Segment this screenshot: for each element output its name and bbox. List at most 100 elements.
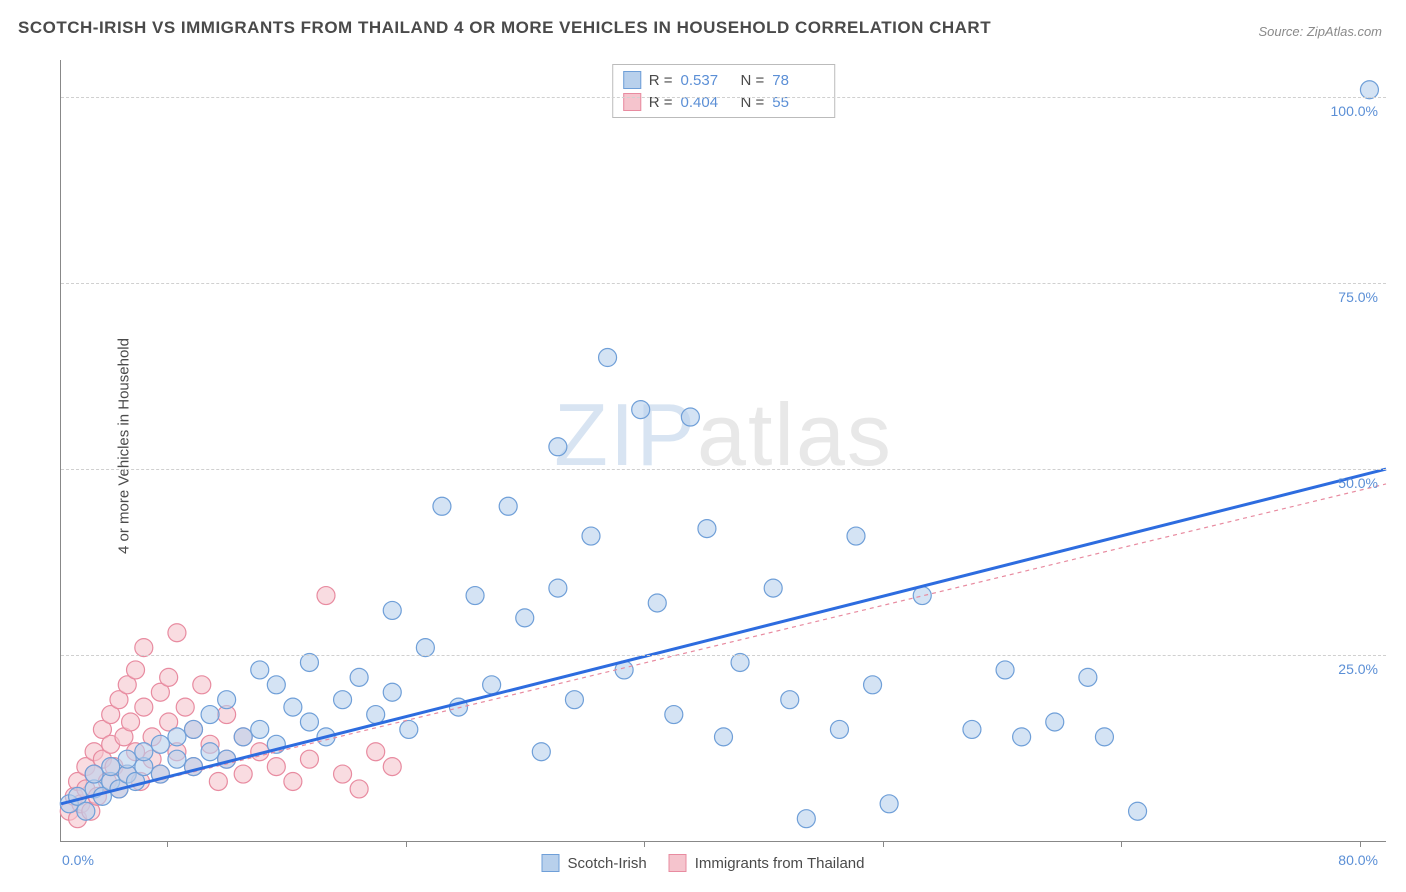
data-point [383,601,401,619]
data-point [781,691,799,709]
data-point [350,780,368,798]
data-point [251,661,269,679]
data-point [168,624,186,642]
data-point [383,758,401,776]
swatch-icon [542,854,560,872]
data-point [85,765,103,783]
data-point [532,743,550,761]
data-point [185,720,203,738]
data-point [160,668,178,686]
data-point [102,758,120,776]
plot-area: ZIPatlas R = 0.537 N = 78 R = 0.404 N = … [60,60,1386,842]
y-tick-label: 75.0% [1338,289,1378,305]
data-point [499,497,517,515]
data-point [334,691,352,709]
data-point [549,438,567,456]
data-point [416,639,434,657]
data-point [698,520,716,538]
data-point [582,527,600,545]
gridline [61,97,1386,98]
legend-label: Immigrants from Thailand [695,855,865,872]
data-point [284,772,302,790]
data-point [300,750,318,768]
legend-item: Scotch-Irish [542,854,647,872]
data-point [234,765,252,783]
data-point [234,728,252,746]
data-point [284,698,302,716]
data-point [127,661,145,679]
data-point [367,743,385,761]
data-point [764,579,782,597]
data-point [350,668,368,686]
gridline [61,655,1386,656]
data-point [251,720,269,738]
data-point [367,706,385,724]
legend-item: Immigrants from Thailand [669,854,865,872]
data-point [1095,728,1113,746]
trend-line [61,484,1386,804]
swatch-icon [669,854,687,872]
data-point [864,676,882,694]
x-tickmark [883,841,884,847]
y-tick-label: 50.0% [1338,475,1378,491]
legend: Scotch-Irish Immigrants from Thailand [542,854,865,872]
data-point [201,706,219,724]
gridline [61,469,1386,470]
x-tickmark [167,841,168,847]
scatter-svg [61,60,1386,841]
x-tickmark [406,841,407,847]
gridline [61,283,1386,284]
data-point [797,810,815,828]
chart-title: SCOTCH-IRISH VS IMMIGRANTS FROM THAILAND… [18,18,991,38]
data-point [118,750,136,768]
data-point [847,527,865,545]
data-point [209,772,227,790]
data-point [193,676,211,694]
x-tickmark [1360,841,1361,847]
source-attribution: Source: ZipAtlas.com [1258,24,1382,39]
x-tickmark [1121,841,1122,847]
data-point [122,713,140,731]
data-point [77,802,95,820]
data-point [996,661,1014,679]
data-point [1046,713,1064,731]
data-point [963,720,981,738]
data-point [648,594,666,612]
data-point [383,683,401,701]
data-point [267,676,285,694]
data-point [731,653,749,671]
data-point [135,743,153,761]
data-point [1013,728,1031,746]
trend-line [61,469,1386,804]
data-point [201,743,219,761]
data-point [300,713,318,731]
data-point [135,639,153,657]
data-point [1079,668,1097,686]
data-point [151,735,169,753]
data-point [334,765,352,783]
x-axis-min-label: 0.0% [62,852,94,868]
data-point [565,691,583,709]
data-point [218,691,236,709]
y-tick-label: 100.0% [1331,103,1378,119]
data-point [400,720,418,738]
data-point [599,349,617,367]
data-point [880,795,898,813]
data-point [665,706,683,724]
data-point [466,587,484,605]
data-point [300,653,318,671]
data-point [483,676,501,694]
x-axis-max-label: 80.0% [1338,852,1378,868]
data-point [715,728,733,746]
data-point [1360,81,1378,99]
legend-label: Scotch-Irish [568,855,647,872]
data-point [1129,802,1147,820]
data-point [168,750,186,768]
y-tick-label: 25.0% [1338,661,1378,677]
x-tickmark [644,841,645,847]
data-point [317,587,335,605]
data-point [681,408,699,426]
data-point [632,401,650,419]
data-point [176,698,194,716]
data-point [168,728,186,746]
